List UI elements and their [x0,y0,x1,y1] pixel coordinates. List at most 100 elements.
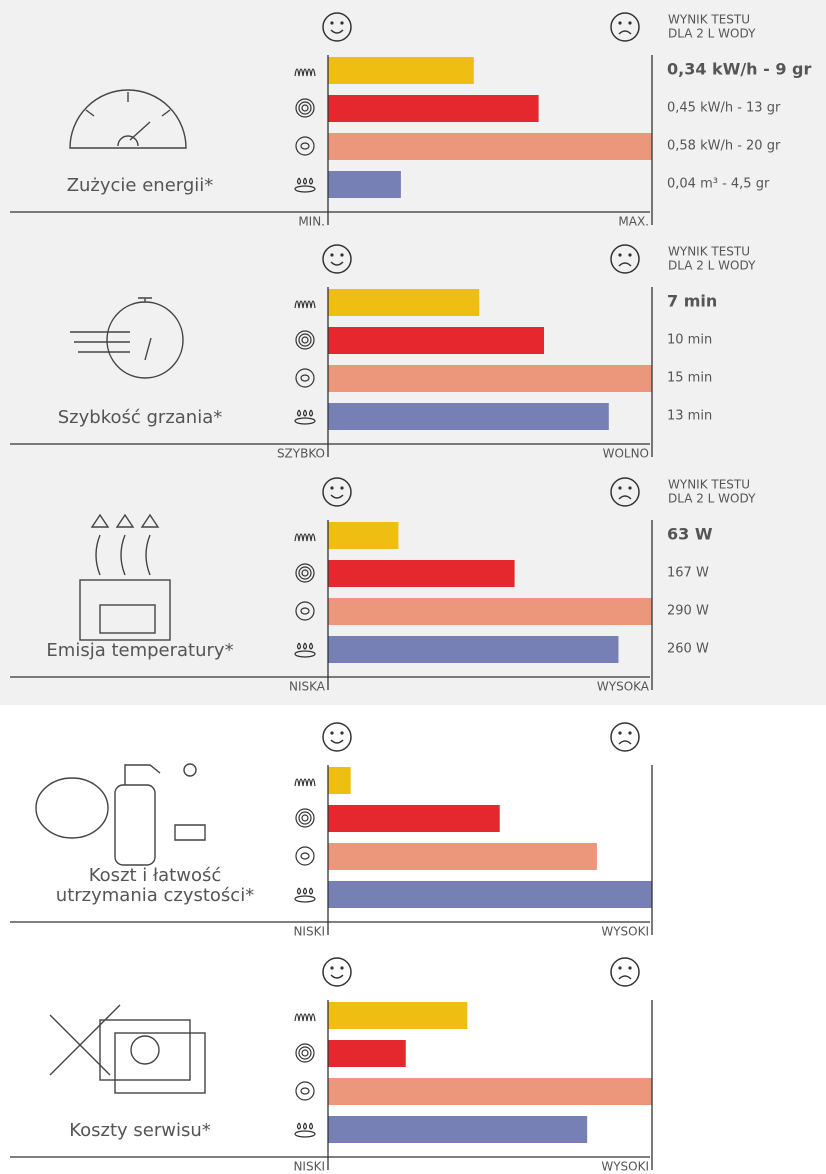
smiley [323,723,351,751]
smiley-eye [628,966,631,969]
smiley-eye [628,486,631,489]
value-label: 0,04 m³ - 4,5 gr [667,177,770,192]
value-label: 7 min [667,292,717,311]
illustration [115,785,155,865]
smiley-eye [618,731,621,734]
smiley [323,958,351,986]
gas-flame-icon [310,1123,313,1129]
axis-max-label: MAX. [618,215,649,229]
bar [328,522,398,549]
bar [328,767,351,794]
bar [328,805,500,832]
bar [328,57,474,84]
smiley-mouth [331,740,343,743]
smiley-mouth [619,741,631,744]
panel-title: Szybkość grzania* [58,407,223,428]
illustration [131,1036,159,1064]
value-label: 167 W [667,566,709,581]
smiley-eye [330,731,333,734]
gas-flame-icon [304,1123,307,1129]
axis-min-label: NISKI [293,1160,325,1174]
induction-icon [302,1050,308,1056]
ceramic-icon [301,853,309,859]
panel-title: Emisja temperatury* [46,640,233,661]
bar [328,1116,587,1143]
smiley-eye [628,253,631,256]
bar [328,171,401,198]
induction-icon [299,1047,311,1059]
header-text: DLA 2 L WODY [668,27,756,41]
smiley-eye [330,966,333,969]
smiley-eye [340,253,343,256]
bar [328,843,597,870]
axis-max-label: WOLNO [603,447,649,461]
value-label: 63 W [667,525,713,544]
smiley-eye [340,486,343,489]
header-text: DLA 2 L WODY [668,259,756,273]
illustration [100,1020,190,1080]
axis-min-label: NISKI [293,925,325,939]
gas-flame-icon [298,888,301,894]
header-text: WYNIK TESTU [668,478,750,492]
bar [328,289,479,316]
gas-flame-icon [298,1123,301,1129]
gas-flame-icon [310,888,313,894]
axis-min-label: SZYBKO [277,447,325,461]
coil-icon [295,779,315,786]
smiley-eye [330,21,333,24]
value-label: 10 min [667,333,712,348]
bar [328,95,539,122]
header-text: DLA 2 L WODY [668,492,756,506]
illustration [50,1005,120,1075]
illustration [36,778,108,838]
axis-max-label: WYSOKI [601,925,649,939]
gas-flame-icon [304,888,307,894]
smiley-eye [618,966,621,969]
smiley-mouth [619,976,631,979]
illustration [115,1033,205,1093]
panel-title: Koszt i łatwość [89,865,221,886]
value-label: 0,34 kW/h - 9 gr [667,60,812,79]
smiley [611,958,639,986]
panel-title: Zużycie energii* [67,175,214,196]
bar [328,636,618,663]
axis-min-label: NISKA [289,680,326,694]
value-label: 13 min [667,409,712,424]
smiley-eye [330,253,333,256]
smiley-eye [618,253,621,256]
value-label: 290 W [667,604,709,619]
smiley-eye [340,21,343,24]
smiley [611,723,639,751]
ceramic-icon [301,1088,309,1094]
smiley-eye [618,21,621,24]
bar [328,881,652,908]
ceramic-icon [296,847,314,865]
illustration [184,764,196,776]
value-label: 15 min [667,371,712,386]
panel-title: Koszty serwisu* [69,1120,211,1141]
axis-max-label: WYSOKA [597,680,650,694]
induction-icon [299,812,311,824]
bar [328,365,652,392]
bar [328,133,652,160]
bar [328,560,515,587]
header-text: WYNIK TESTU [668,13,750,27]
ceramic-icon [296,1082,314,1100]
smiley-eye [628,731,631,734]
gas-burner-icon [295,1131,315,1137]
smiley-eye [330,486,333,489]
smiley-mouth [331,975,343,978]
smiley-eye [340,966,343,969]
gas-burner-icon [295,896,315,902]
bar [328,1040,406,1067]
coil-icon [295,1014,315,1021]
induction-icon [302,815,308,821]
infographic: WYNIK TESTUDLA 2 L WODYZużycie energii*0… [0,0,826,1174]
panel-title: utrzymania czystości* [56,885,254,906]
value-label: 260 W [667,642,709,657]
bar [328,1002,467,1029]
bar [328,1078,652,1105]
value-label: 0,58 kW/h - 20 gr [667,139,781,154]
bar [328,598,652,625]
bar [328,403,609,430]
